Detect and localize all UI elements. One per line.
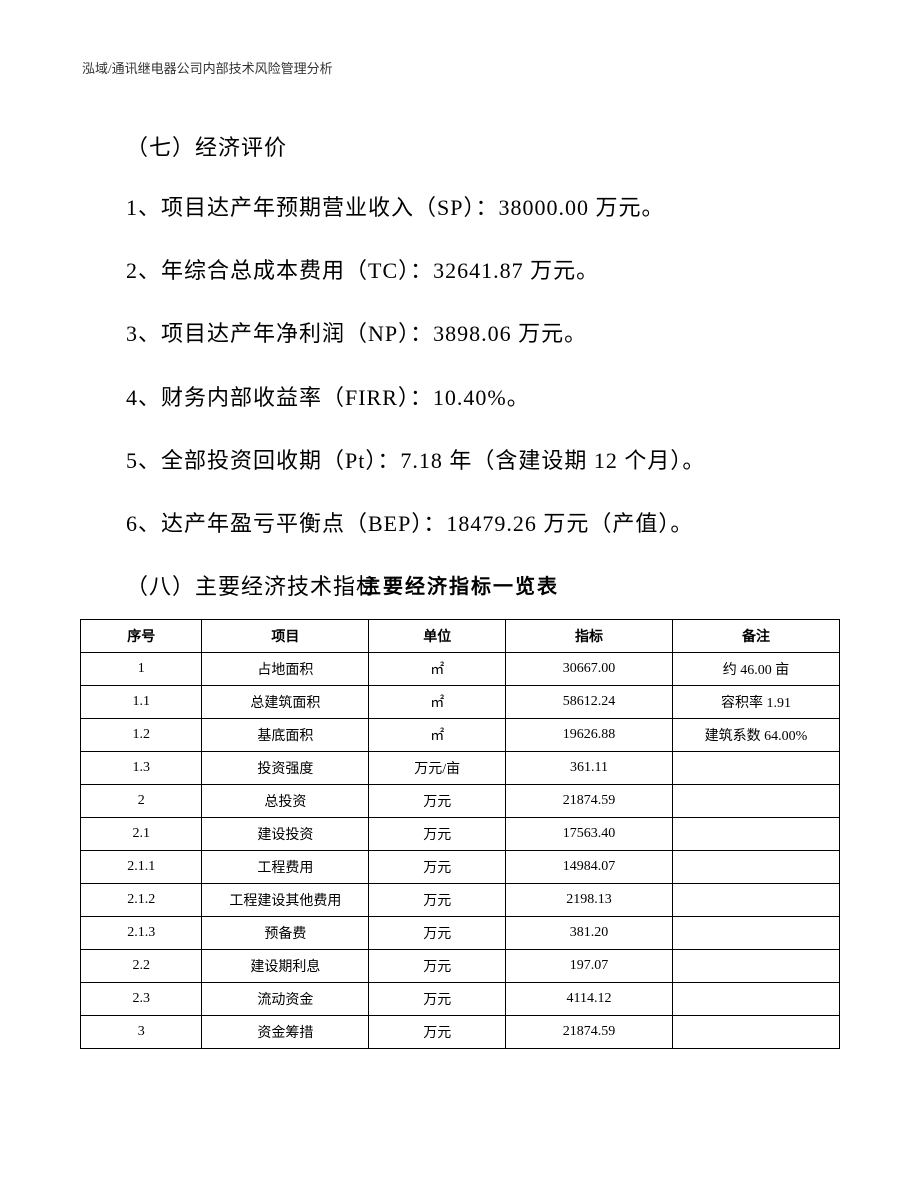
table-row: 2总投资万元21874.59	[81, 785, 840, 818]
table-cell: 19626.88	[506, 719, 673, 752]
table-cell: 流动资金	[202, 983, 369, 1016]
table-cell: ㎡	[369, 686, 506, 719]
table-title: 主要经济指标一览表	[80, 570, 840, 599]
table-cell: 建设期利息	[202, 950, 369, 983]
table-header-cell: 序号	[81, 620, 202, 653]
table-cell: 万元	[369, 818, 506, 851]
table-cell: 197.07	[506, 950, 673, 983]
table-cell	[672, 818, 839, 851]
table-cell: 2.1	[81, 818, 202, 851]
table-row: 2.3流动资金万元4114.12	[81, 983, 840, 1016]
economic-indicators-table: 序号 项目 单位 指标 备注 1占地面积㎡30667.00约 46.00 亩1.…	[80, 619, 840, 1049]
table-cell: 2	[81, 785, 202, 818]
table-cell: 30667.00	[506, 653, 673, 686]
table-cell	[672, 752, 839, 785]
table-cell: 总建筑面积	[202, 686, 369, 719]
table-cell: 2.2	[81, 950, 202, 983]
item-2: 2、年综合总成本费用（TC）：32641.87 万元。	[126, 253, 840, 288]
table-container: 主要经济指标一览表 序号 项目 单位 指标 备注 1占地面积㎡30667.00约…	[80, 570, 840, 1049]
table-cell: 建筑系数 64.00%	[672, 719, 839, 752]
table-cell: 1.3	[81, 752, 202, 785]
section-7-heading: （七）经济评价	[126, 130, 840, 162]
table-cell: 万元	[369, 983, 506, 1016]
table-cell: 21874.59	[506, 785, 673, 818]
table-cell	[672, 917, 839, 950]
item-6: 6、达产年盈亏平衡点（BEP）：18479.26 万元（产值）。	[126, 506, 840, 541]
table-cell: 1.2	[81, 719, 202, 752]
table-cell: 2198.13	[506, 884, 673, 917]
table-cell: 预备费	[202, 917, 369, 950]
table-cell: 万元	[369, 950, 506, 983]
table-cell: 361.11	[506, 752, 673, 785]
table-cell: 工程费用	[202, 851, 369, 884]
table-cell: 2.1.2	[81, 884, 202, 917]
table-cell: 资金筹措	[202, 1016, 369, 1049]
table-row: 2.1.1工程费用万元14984.07	[81, 851, 840, 884]
table-cell: 约 46.00 亩	[672, 653, 839, 686]
table-cell: 381.20	[506, 917, 673, 950]
table-cell: 万元/亩	[369, 752, 506, 785]
table-cell: 1	[81, 653, 202, 686]
table-cell: 4114.12	[506, 983, 673, 1016]
table-header-cell: 项目	[202, 620, 369, 653]
table-header-cell: 备注	[672, 620, 839, 653]
table-cell: 17563.40	[506, 818, 673, 851]
table-row: 2.2建设期利息万元197.07	[81, 950, 840, 983]
table-cell: 万元	[369, 785, 506, 818]
table-cell: 1.1	[81, 686, 202, 719]
table-cell: 容积率 1.91	[672, 686, 839, 719]
table-header-row: 序号 项目 单位 指标 备注	[81, 620, 840, 653]
table-cell: 3	[81, 1016, 202, 1049]
table-cell: 58612.24	[506, 686, 673, 719]
table-cell: ㎡	[369, 653, 506, 686]
table-cell: 14984.07	[506, 851, 673, 884]
table-cell: 工程建设其他费用	[202, 884, 369, 917]
table-cell: 占地面积	[202, 653, 369, 686]
table-cell: 21874.59	[506, 1016, 673, 1049]
document-header: 泓域/通讯继电器公司内部技术风险管理分析	[82, 58, 333, 77]
table-cell: 2.1.3	[81, 917, 202, 950]
table-cell: 建设投资	[202, 818, 369, 851]
item-3: 3、项目达产年净利润（NP）：3898.06 万元。	[126, 316, 840, 351]
table-row: 1.3投资强度万元/亩361.11	[81, 752, 840, 785]
table-cell: 万元	[369, 917, 506, 950]
table-row: 1.1总建筑面积㎡58612.24容积率 1.91	[81, 686, 840, 719]
table-header-cell: 指标	[506, 620, 673, 653]
table-cell: 2.3	[81, 983, 202, 1016]
table-cell: 2.1.1	[81, 851, 202, 884]
table-row: 1占地面积㎡30667.00约 46.00 亩	[81, 653, 840, 686]
table-cell: ㎡	[369, 719, 506, 752]
table-cell: 基底面积	[202, 719, 369, 752]
table-cell: 万元	[369, 1016, 506, 1049]
table-cell	[672, 983, 839, 1016]
table-cell: 投资强度	[202, 752, 369, 785]
table-row: 1.2基底面积㎡19626.88建筑系数 64.00%	[81, 719, 840, 752]
table-cell	[672, 1016, 839, 1049]
table-cell	[672, 884, 839, 917]
table-cell	[672, 950, 839, 983]
table-row: 2.1建设投资万元17563.40	[81, 818, 840, 851]
table-cell: 总投资	[202, 785, 369, 818]
item-4: 4、财务内部收益率（FIRR）：10.40%。	[126, 380, 840, 415]
item-5: 5、全部投资回收期（Pt）：7.18 年（含建设期 12 个月）。	[126, 443, 840, 478]
table-cell	[672, 851, 839, 884]
table-row: 2.1.2工程建设其他费用万元2198.13	[81, 884, 840, 917]
table-header-cell: 单位	[369, 620, 506, 653]
table-cell: 万元	[369, 884, 506, 917]
table-row: 3资金筹措万元21874.59	[81, 1016, 840, 1049]
item-1: 1、项目达产年预期营业收入（SP）：38000.00 万元。	[126, 190, 840, 225]
table-row: 2.1.3预备费万元381.20	[81, 917, 840, 950]
table-cell	[672, 785, 839, 818]
main-content: （七）经济评价 1、项目达产年预期营业收入（SP）：38000.00 万元。 2…	[126, 130, 840, 629]
table-cell: 万元	[369, 851, 506, 884]
